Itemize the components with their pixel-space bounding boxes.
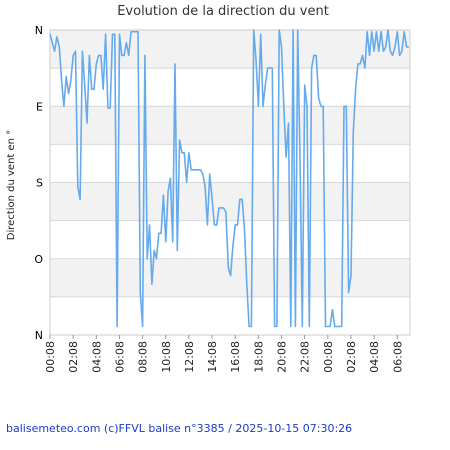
y-tick-label: N [35,24,43,37]
footer-credit: balisemeteo.com (c)FFVL balise n°3385 / … [6,422,353,435]
x-tick-label: 18:08 [252,341,265,373]
x-tick-label: 10:08 [160,341,173,373]
plot-area-frame [49,29,411,336]
x-tick-label: 20:08 [276,341,289,373]
x-tick-label: 02:08 [67,341,80,373]
y-axis-label: Direction du vent en ° [6,130,17,240]
chart-title: Evolution de la direction du vent [117,4,329,19]
y-tick-label: S [36,177,43,190]
grid-band [50,30,410,69]
grid-lines [50,67,410,298]
y-tick-label: O [34,253,43,266]
series-layer [49,29,409,328]
grid-band [50,182,410,221]
x-tick-label: 22:08 [299,341,312,373]
grid-band [50,258,410,297]
series-line [49,29,409,328]
x-axis-ticks: 00:08 02:08 04:08 06:08 08:08 10:08 12:08 14:08… [44,335,404,373]
x-tick-label: 12:08 [183,341,196,373]
x-tick-label: 16:08 [229,341,242,373]
y-tick-label: N [35,329,43,342]
grid-band [50,106,410,145]
x-tick-label: 00:08 [322,341,335,373]
y-axis-ticks: N E S O N [34,24,43,342]
x-tick-label: 14:08 [206,341,219,373]
x-tick-label: 00:08 [44,341,57,373]
x-tick-label: 06:08 [391,341,404,373]
background-bands [50,30,410,297]
x-tick-label: 04:08 [368,341,381,373]
y-tick-label: E [36,100,43,113]
x-tick-label: 04:08 [90,341,103,373]
x-tick-label: 02:08 [345,341,358,373]
x-tick-label: 08:08 [137,341,150,373]
x-tick-label: 06:08 [114,341,127,373]
